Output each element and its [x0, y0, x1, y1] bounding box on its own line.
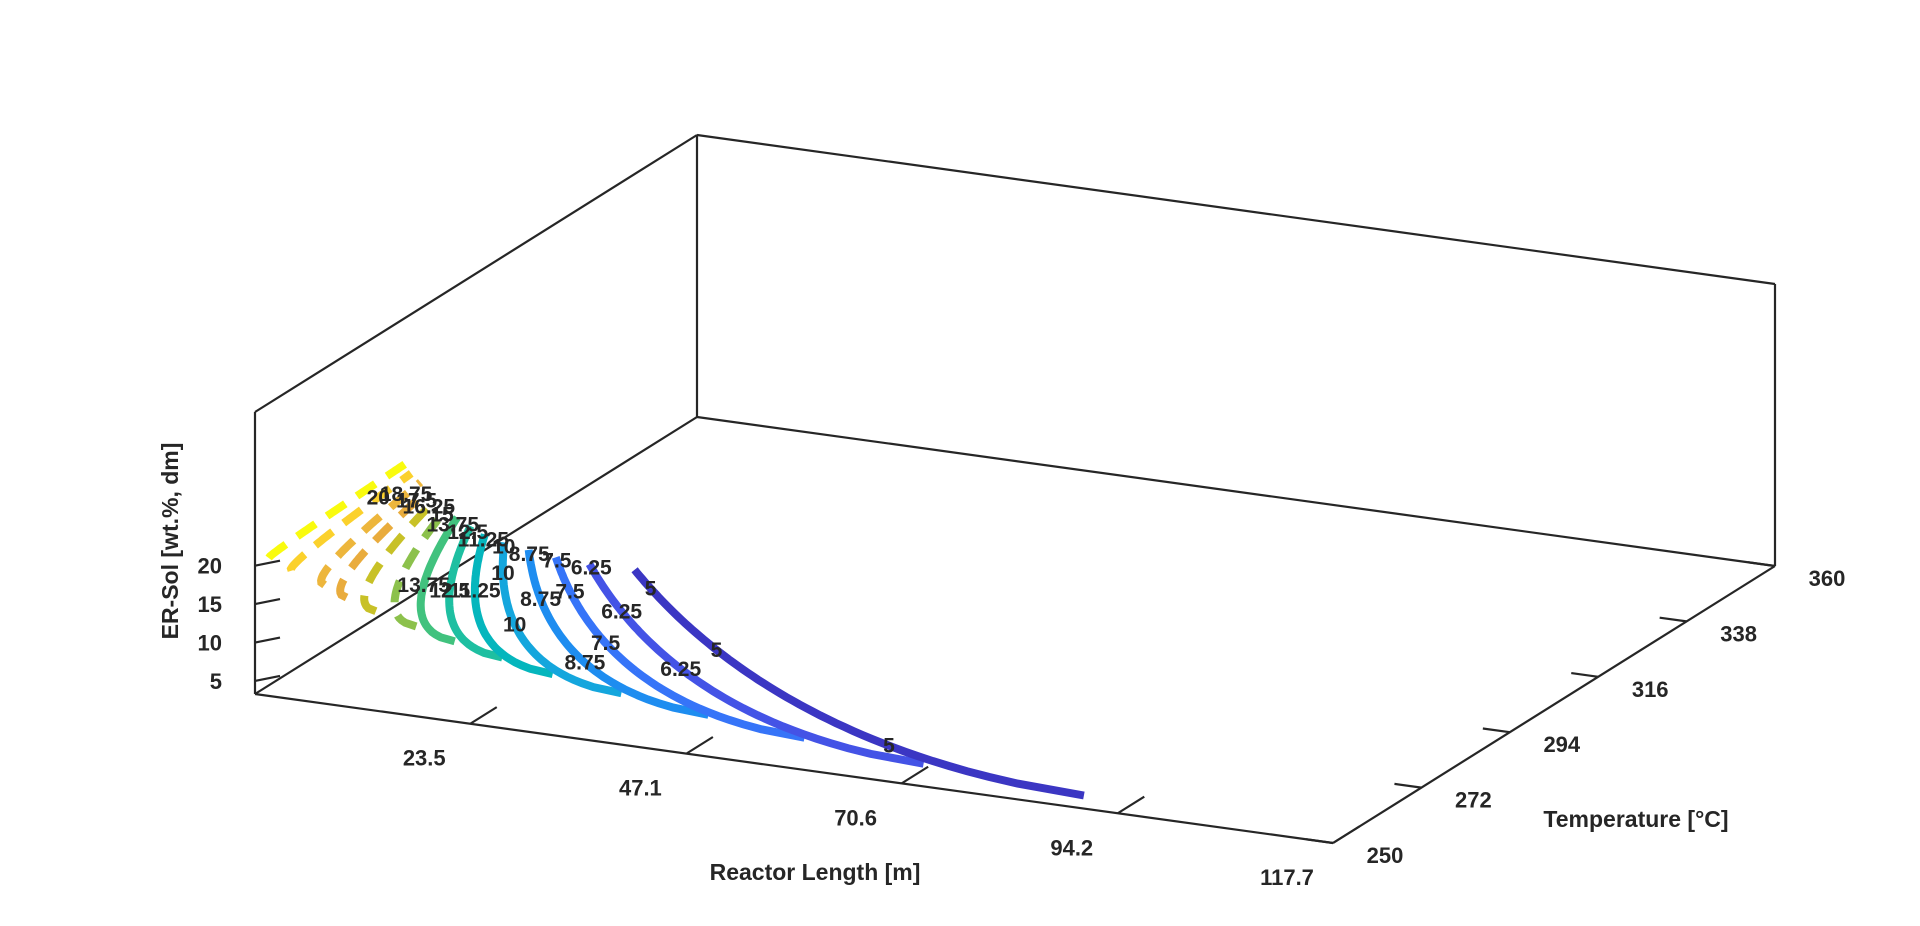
contour-lines [265, 461, 1085, 800]
y-tick-mark [1747, 561, 1776, 568]
contour-label: 5 [883, 735, 895, 758]
x-tick-mark [1332, 825, 1361, 844]
contour-label: 6.25 [601, 600, 642, 623]
contour-line [585, 562, 925, 768]
y-tick-label: 272 [1455, 788, 1492, 813]
contour-label: 8.75 [509, 543, 550, 566]
contour-line [317, 479, 424, 589]
contour-label: 16.25 [403, 496, 456, 519]
contour-label: 7.5 [555, 580, 585, 603]
box-edge [696, 415, 1776, 568]
contour-label: 10 [503, 614, 526, 637]
contour-line [552, 555, 806, 742]
z-tick-label: 15 [198, 592, 222, 617]
contour-line [286, 470, 414, 572]
contour-labels: 2018.7517.516.251513.7513.7512.512.511.2… [367, 483, 896, 758]
box-edge [254, 692, 1334, 845]
x-tick-mark [901, 765, 929, 785]
y-tick-mark [1659, 616, 1687, 623]
y-tick-mark [1482, 727, 1510, 734]
contour-line [445, 524, 504, 662]
contour-label: 12.5 [429, 580, 470, 603]
x-tick-label: 94.2 [1050, 835, 1093, 860]
x-tick-label: 70.6 [834, 805, 877, 830]
box-edge [254, 134, 698, 413]
x-tick-label: 23.5 [403, 746, 446, 771]
axes-box-back [254, 133, 1777, 695]
axis-ticks: 23.5 47.1 70.6 94.2 117.7 250 272 294 316 338 360 5… [198, 554, 1846, 890]
x-axis-title: Reactor Length [m] [710, 859, 921, 885]
z-tick-label: 5 [210, 669, 222, 694]
contour-label: 15 [430, 503, 454, 526]
contour-line [498, 541, 623, 698]
y-tick-label: 338 [1720, 621, 1757, 646]
z-tick-label: 20 [198, 554, 222, 579]
contour-label: 5 [645, 577, 657, 600]
contour-line [265, 461, 407, 561]
x-tick-mark [469, 706, 498, 725]
contour-line [390, 506, 450, 631]
contour-line [470, 533, 554, 678]
y-axis-title: Temperature [°C] [1543, 806, 1728, 832]
x-tick-label: 47.1 [619, 776, 662, 801]
contour-line [416, 515, 461, 646]
contour-label: 8.75 [520, 588, 561, 611]
contour-line [631, 567, 1085, 800]
contour-label: 13.75 [397, 574, 450, 597]
contour-line [524, 549, 710, 719]
box-edge [696, 133, 1776, 286]
x-tick-mark [1117, 795, 1145, 815]
z-tick-label: 10 [198, 631, 222, 656]
y-tick-mark [1571, 671, 1599, 678]
y-tick-mark [1394, 782, 1422, 789]
z-tick-mark [254, 559, 281, 567]
contour-label: 7.5 [591, 632, 621, 655]
box-edge [1332, 565, 1776, 844]
contour-label: 7.5 [542, 549, 572, 572]
z-tick-mark [254, 674, 281, 683]
x-tick-mark [685, 736, 714, 755]
z-tick-mark [254, 636, 281, 644]
contour-label: 6.25 [571, 556, 612, 579]
contour-label: 20 [367, 486, 390, 509]
contour-label: 8.75 [564, 652, 605, 675]
contour-label: 17.5 [396, 489, 437, 512]
y-tick-label: 316 [1632, 677, 1669, 702]
contour-label: 11.25 [458, 528, 510, 551]
contour-label: 10 [492, 535, 515, 558]
contour-label: 11.25 [449, 579, 501, 602]
y-tick-label: 294 [1543, 732, 1580, 757]
z-tick-mark [254, 598, 281, 606]
contour-label: 5 [711, 639, 723, 662]
contour-label: 18.75 [380, 483, 433, 506]
contour-line [336, 488, 430, 602]
y-tick-mark [1305, 838, 1334, 845]
y-tick-label: 360 [1809, 566, 1846, 591]
axes-box-front [253, 412, 1776, 845]
contour-label: 13.75 [426, 513, 479, 536]
contour-label: 12.5 [447, 521, 488, 544]
contour-label: 10 [491, 562, 514, 585]
contour-line [360, 497, 438, 615]
contour-label: 6.25 [660, 658, 701, 681]
x-tick-label: 117.7 [1260, 865, 1314, 890]
z-axis-title: ER-Sol [wt.%, dm] [157, 443, 183, 640]
y-tick-label: 250 [1367, 843, 1404, 868]
